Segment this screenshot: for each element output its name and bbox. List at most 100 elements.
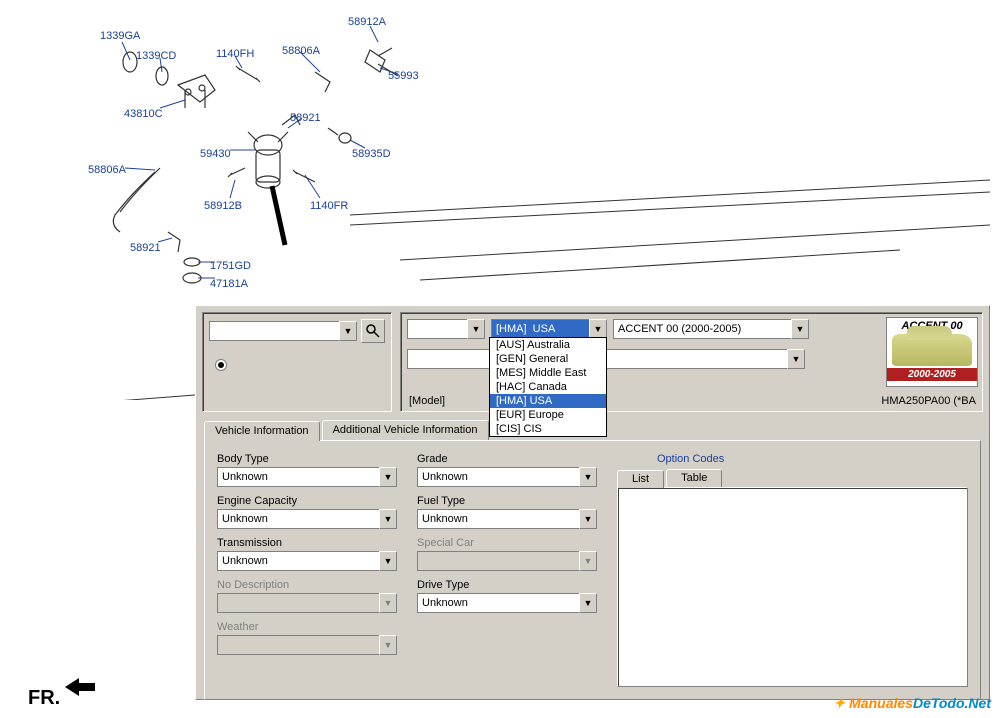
transmission-input[interactable] (217, 551, 379, 571)
region-option[interactable]: [HMA] USA (490, 394, 606, 408)
part-label: 1140FR (310, 200, 348, 212)
drive-type-dropdown-btn[interactable]: ▼ (579, 593, 597, 613)
fr-arrow-icon (65, 678, 95, 696)
vin-combo[interactable]: ▼ (407, 319, 485, 339)
option-codes-title: Option Codes (657, 453, 968, 465)
engine-capacity-dropdown-btn[interactable]: ▼ (379, 509, 397, 529)
vin-dropdown-btn[interactable]: ▼ (467, 319, 485, 339)
region-option[interactable]: [AUS] Australia (490, 338, 606, 352)
car-image (892, 334, 972, 366)
region-option[interactable]: [MES] Middle East (490, 366, 606, 380)
no-description-input (217, 593, 379, 613)
special-car-dropdown-btn: ▼ (579, 551, 597, 571)
sub2-combo[interactable]: ▼ (591, 349, 805, 369)
tab-additional-info[interactable]: Additional Vehicle Information (322, 420, 489, 440)
weather-combo: ▼ (217, 635, 397, 655)
right-model-panel: ▼ ▼ ▼ ▼ ▼ (400, 312, 983, 412)
model-combo[interactable]: ▼ (613, 319, 809, 339)
part-label: 1751GD (210, 260, 251, 272)
model-label: [Model] (409, 395, 445, 407)
part-label: 1339CD (136, 50, 176, 62)
watermark-part1: Manuales (849, 695, 913, 711)
body-type-dropdown-btn[interactable]: ▼ (379, 467, 397, 487)
special-car-input (417, 551, 579, 571)
weather-dropdown-btn: ▼ (379, 635, 397, 655)
watermark-part2: DeTodo (913, 695, 965, 711)
left-search-panel: ▼ (202, 312, 392, 412)
engine-capacity-label: Engine Capacity (217, 495, 397, 507)
search-mode-radio[interactable] (215, 359, 227, 371)
region-dropdown-list[interactable]: [AUS] Australia[GEN] General[MES] Middle… (489, 337, 607, 437)
fuel-type-label: Fuel Type (417, 495, 597, 507)
sub2-dropdown-btn[interactable]: ▼ (787, 349, 805, 369)
region-option[interactable]: [CIS] CIS (490, 422, 606, 436)
transmission-combo[interactable]: ▼ (217, 551, 397, 571)
fuel-type-dropdown-btn[interactable]: ▼ (579, 509, 597, 529)
engine-capacity-input[interactable] (217, 509, 379, 529)
grade-label: Grade (417, 453, 597, 465)
body-type-combo[interactable]: ▼ (217, 467, 397, 487)
part-label: 1140FH (216, 48, 254, 60)
vin-input[interactable] (407, 319, 467, 339)
body-type-input[interactable] (217, 467, 379, 487)
top-panel: ▼ ▼ ▼ (196, 306, 989, 418)
search-combo-dropdown-btn[interactable]: ▼ (339, 321, 357, 341)
form-column-2: Grade ▼ Fuel Type ▼ Special Car (417, 453, 597, 687)
part-label: 43810C (124, 108, 163, 120)
no-description-label: No Description (217, 579, 397, 591)
part-label: 58921 (290, 112, 321, 124)
part-label: 58935D (352, 148, 391, 160)
magnifier-icon (366, 324, 380, 338)
model-input[interactable] (613, 319, 791, 339)
no-description-dropdown-btn: ▼ (379, 593, 397, 613)
fr-orientation-label: FR. (28, 687, 60, 710)
part-label: 58921 (130, 242, 161, 254)
car-thumbnail: ACCENT 00 2000-2005 (886, 317, 978, 387)
drive-type-input[interactable] (417, 593, 579, 613)
transmission-dropdown-btn[interactable]: ▼ (379, 551, 397, 571)
region-option[interactable]: [EUR] Europe (490, 408, 606, 422)
car-year: 2000-2005 (887, 368, 977, 381)
watermark-part3: .Net (965, 695, 991, 711)
watermark: ✦ ManualesDeTodo.Net (834, 695, 991, 712)
region-dropdown-btn[interactable]: ▼ (589, 319, 607, 339)
grade-dropdown-btn[interactable]: ▼ (579, 467, 597, 487)
engine-capacity-combo[interactable]: ▼ (217, 509, 397, 529)
weather-label: Weather (217, 621, 397, 633)
option-tabs: List Table (617, 469, 968, 487)
transmission-label: Transmission (217, 537, 397, 549)
body-type-label: Body Type (217, 453, 397, 465)
part-label: 58806A (282, 45, 320, 57)
fuel-type-combo[interactable]: ▼ (417, 509, 597, 529)
app-window: ▼ ▼ ▼ (195, 305, 990, 700)
drive-type-combo[interactable]: ▼ (417, 593, 597, 613)
product-code: HMA250PA00 (*BA (881, 395, 976, 407)
tab-content: Body Type ▼ Engine Capacity ▼ Transmissi… (204, 440, 981, 700)
option-tab-table[interactable]: Table (666, 469, 722, 487)
grade-combo[interactable]: ▼ (417, 467, 597, 487)
search-combo[interactable]: ▼ (209, 321, 357, 341)
option-codes-panel: Option Codes List Table (617, 453, 968, 687)
search-button[interactable] (361, 319, 385, 343)
part-label: 58806A (88, 164, 126, 176)
no-description-combo: ▼ (217, 593, 397, 613)
grade-input[interactable] (417, 467, 579, 487)
region-input[interactable] (491, 319, 589, 339)
region-option[interactable]: [HAC] Canada (490, 380, 606, 394)
option-tab-list[interactable]: List (617, 470, 664, 488)
model-dropdown-btn[interactable]: ▼ (791, 319, 809, 339)
tab-vehicle-info[interactable]: Vehicle Information (204, 421, 320, 441)
region-option[interactable]: [GEN] General (490, 352, 606, 366)
fuel-type-input[interactable] (417, 509, 579, 529)
part-label: 58912A (348, 16, 386, 28)
part-label: 59430 (200, 148, 231, 160)
region-combo[interactable]: ▼ (491, 319, 607, 339)
drive-type-label: Drive Type (417, 579, 597, 591)
weather-input (217, 635, 379, 655)
part-label: 1339GA (100, 30, 140, 42)
sub2-input[interactable] (591, 349, 787, 369)
tabs-container: Vehicle Information Additional Vehicle I… (204, 420, 981, 700)
form-column-1: Body Type ▼ Engine Capacity ▼ Transmissi… (217, 453, 397, 687)
part-label: 47181A (210, 278, 248, 290)
search-input[interactable] (209, 321, 339, 341)
